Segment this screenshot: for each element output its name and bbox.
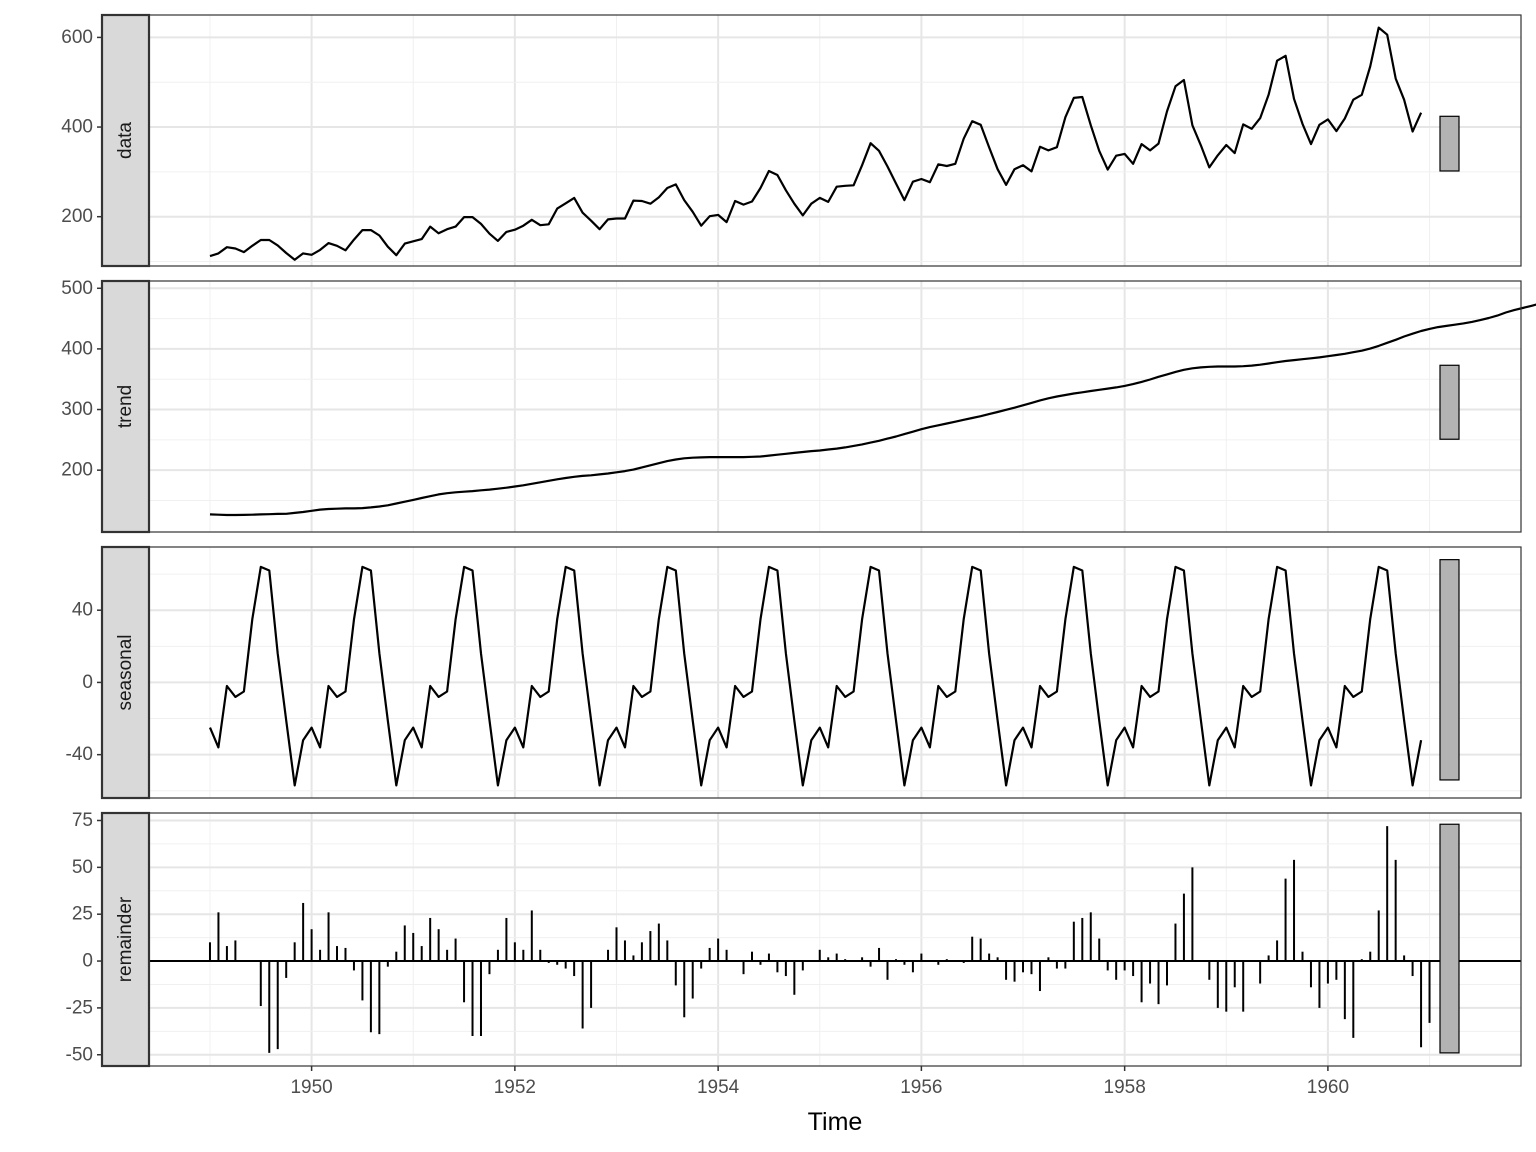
y-tick-label: -40 bbox=[66, 744, 93, 765]
y-tick-label: 200 bbox=[61, 460, 93, 481]
y-tick-label: 50 bbox=[72, 857, 93, 878]
panel-background bbox=[149, 281, 1521, 532]
range-bar bbox=[1439, 823, 1460, 1054]
panel-background bbox=[149, 813, 1521, 1066]
y-tick-label: 25 bbox=[72, 904, 93, 925]
seasonal-series-line bbox=[208, 565, 1423, 787]
panel-seasonal: seasonal -40 0 40 bbox=[66, 545, 1522, 800]
panel-background bbox=[149, 547, 1521, 798]
trend-series-line bbox=[209, 303, 1536, 517]
y-tick-label: 500 bbox=[61, 278, 93, 299]
y-tick-label: 75 bbox=[72, 810, 93, 831]
strip-label-trend: trend bbox=[115, 385, 136, 428]
strip-label-seasonal: seasonal bbox=[115, 634, 136, 710]
y-tick-label: -50 bbox=[66, 1044, 93, 1065]
panel-trend: trend 200 300 400 500 bbox=[61, 278, 1536, 534]
x-tick-label: 1952 bbox=[494, 1077, 536, 1098]
y-tick-label: 300 bbox=[61, 399, 93, 420]
y-tick-label: 0 bbox=[82, 672, 93, 693]
y-tick-label: -25 bbox=[66, 997, 93, 1018]
y-tick-label: 200 bbox=[61, 206, 93, 227]
strip-seasonal bbox=[100, 545, 151, 800]
x-tick-label: 1954 bbox=[697, 1077, 740, 1098]
strip-label-remainder: remainder bbox=[115, 896, 136, 982]
y-tick-label: 0 bbox=[82, 951, 93, 972]
x-axis-title: Time bbox=[808, 1108, 863, 1136]
x-tick-label: 1960 bbox=[1307, 1077, 1349, 1098]
y-tick-label: 40 bbox=[72, 600, 93, 621]
y-tick-label: 600 bbox=[61, 27, 93, 48]
range-bar bbox=[1439, 559, 1460, 781]
panel-data: data 200 400 600 bbox=[61, 13, 1522, 268]
strip-trend bbox=[100, 279, 151, 534]
x-tick-label: 1950 bbox=[290, 1077, 332, 1098]
strip-remainder bbox=[100, 811, 151, 1068]
panel-background bbox=[149, 15, 1521, 266]
x-tick-label: 1958 bbox=[1104, 1077, 1146, 1098]
range-bar bbox=[1439, 115, 1460, 172]
x-axis: 1950 1952 1954 1956 1958 1960 bbox=[290, 1066, 1349, 1098]
strip-data bbox=[100, 13, 151, 268]
data-series-line bbox=[209, 26, 1423, 261]
range-bar bbox=[1439, 364, 1460, 440]
panels: data200400600trend200300400500seasonal-4… bbox=[61, 13, 1536, 1068]
panel-remainder: remainder -50 -25 0 25 50 75 bbox=[66, 810, 1522, 1068]
strip-label-data: data bbox=[115, 122, 136, 159]
x-tick-label: 1956 bbox=[900, 1077, 942, 1098]
y-tick-label: 400 bbox=[61, 338, 93, 359]
y-tick-label: 400 bbox=[61, 117, 93, 138]
